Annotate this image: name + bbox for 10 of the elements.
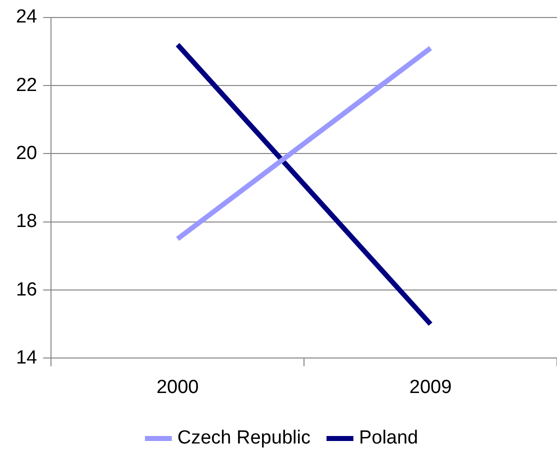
y-tick-label: 24	[16, 6, 38, 28]
y-tick-label: 22	[16, 74, 38, 96]
legend-label: Czech Republic	[177, 428, 310, 449]
y-tick-label: 14	[16, 347, 38, 368]
x-tick-label: 2000	[156, 376, 199, 398]
y-tick-label: 18	[16, 211, 38, 232]
legend-label: Poland	[358, 428, 418, 449]
y-tick-label: 20	[16, 142, 38, 164]
x-tick-label: 2009	[409, 376, 452, 398]
y-tick-label: 16	[16, 279, 38, 300]
